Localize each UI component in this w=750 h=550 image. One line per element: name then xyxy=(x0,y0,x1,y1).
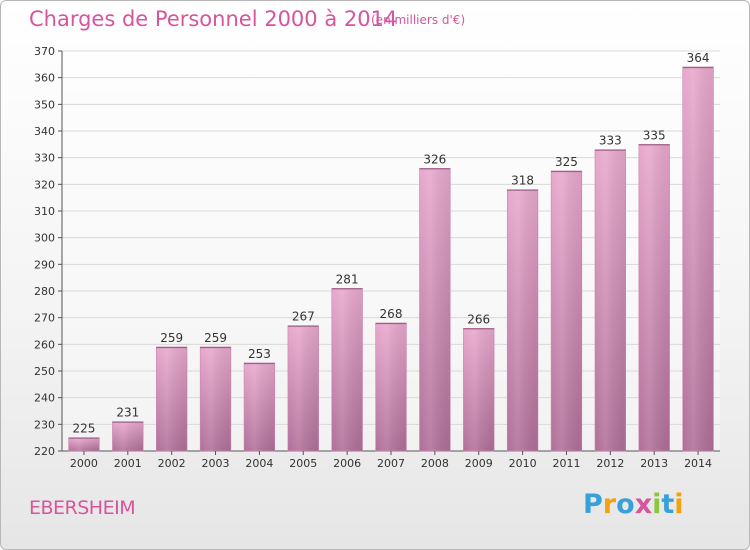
chart-title: Charges de Personnel 2000 à 2014 xyxy=(29,7,398,31)
data-label: 259 xyxy=(204,331,227,345)
data-label: 335 xyxy=(643,128,666,142)
logo-letter: i xyxy=(674,489,684,520)
data-label: 318 xyxy=(511,174,534,188)
x-tick-label: 2008 xyxy=(421,457,449,470)
bar-sheen xyxy=(638,144,670,452)
logo-letter: r xyxy=(602,489,617,520)
data-label: 266 xyxy=(467,312,490,326)
data-label: 259 xyxy=(160,331,183,345)
x-tick-label: 2010 xyxy=(509,457,537,470)
data-label: 253 xyxy=(248,347,271,361)
bar-sheen xyxy=(594,149,626,451)
logo-letter: t xyxy=(661,489,675,520)
y-tick-label: 290 xyxy=(34,258,55,271)
x-tick-label: 2012 xyxy=(596,457,624,470)
data-label: 267 xyxy=(292,310,315,324)
bar-sheen xyxy=(244,363,275,451)
data-label: 364 xyxy=(687,51,710,65)
bar-sheen xyxy=(156,347,188,451)
x-tick-label: 2006 xyxy=(333,457,361,470)
y-tick-label: 320 xyxy=(34,178,55,191)
data-label: 231 xyxy=(116,406,139,420)
y-tick-label: 260 xyxy=(34,338,55,351)
logo-letter: o xyxy=(616,489,635,520)
x-tick-label: 2014 xyxy=(684,457,712,470)
y-tick-label: 340 xyxy=(34,125,55,138)
commune-name: EBERSHEIM xyxy=(29,497,136,519)
bar-sheen xyxy=(68,437,100,451)
x-tick-label: 2009 xyxy=(465,457,493,470)
data-label: 326 xyxy=(423,152,446,166)
bar-sheen xyxy=(551,171,582,451)
data-label: 268 xyxy=(380,307,403,321)
x-tick-label: 2000 xyxy=(70,457,98,470)
data-label: 281 xyxy=(336,272,359,286)
y-tick-label: 280 xyxy=(34,285,55,298)
y-tick-label: 310 xyxy=(34,205,55,218)
y-tick-label: 300 xyxy=(34,232,55,245)
y-tick-label: 240 xyxy=(34,392,55,405)
x-tick-label: 2013 xyxy=(640,457,668,470)
y-tick-label: 230 xyxy=(34,418,55,431)
bar-sheen xyxy=(112,421,144,451)
proxiti-logo: Proxiti xyxy=(583,489,684,520)
logo-letter: i xyxy=(652,489,662,520)
y-tick-label: 250 xyxy=(34,365,55,378)
x-tick-label: 2002 xyxy=(158,457,186,470)
bar-sheen xyxy=(463,328,495,451)
y-tick-label: 330 xyxy=(34,152,55,165)
bar-sheen xyxy=(375,323,407,451)
y-tick-label: 360 xyxy=(34,72,55,85)
data-label: 225 xyxy=(72,422,95,436)
x-tick-label: 2001 xyxy=(114,457,142,470)
bar-sheen xyxy=(682,67,714,451)
bar-sheen xyxy=(200,347,231,451)
bar-sheen xyxy=(287,325,319,451)
x-tick-label: 2005 xyxy=(289,457,317,470)
chart-subtitle: (en milliers d'€) xyxy=(371,13,466,27)
logo-letter: x xyxy=(634,489,653,520)
y-tick-label: 270 xyxy=(34,312,55,325)
x-tick-label: 2011 xyxy=(552,457,580,470)
data-label: 325 xyxy=(555,155,578,169)
x-tick-label: 2003 xyxy=(202,457,230,470)
bar-sheen xyxy=(419,168,451,452)
bar-sheen xyxy=(331,288,363,451)
data-label: 333 xyxy=(599,134,622,148)
x-tick-label: 2007 xyxy=(377,457,405,470)
x-tick-label: 2004 xyxy=(245,457,273,470)
logo-letter: P xyxy=(583,489,603,520)
y-tick-label: 350 xyxy=(34,98,55,111)
y-tick-label: 220 xyxy=(34,445,55,458)
bar-sheen xyxy=(507,189,538,451)
y-tick-label: 370 xyxy=(34,45,55,58)
